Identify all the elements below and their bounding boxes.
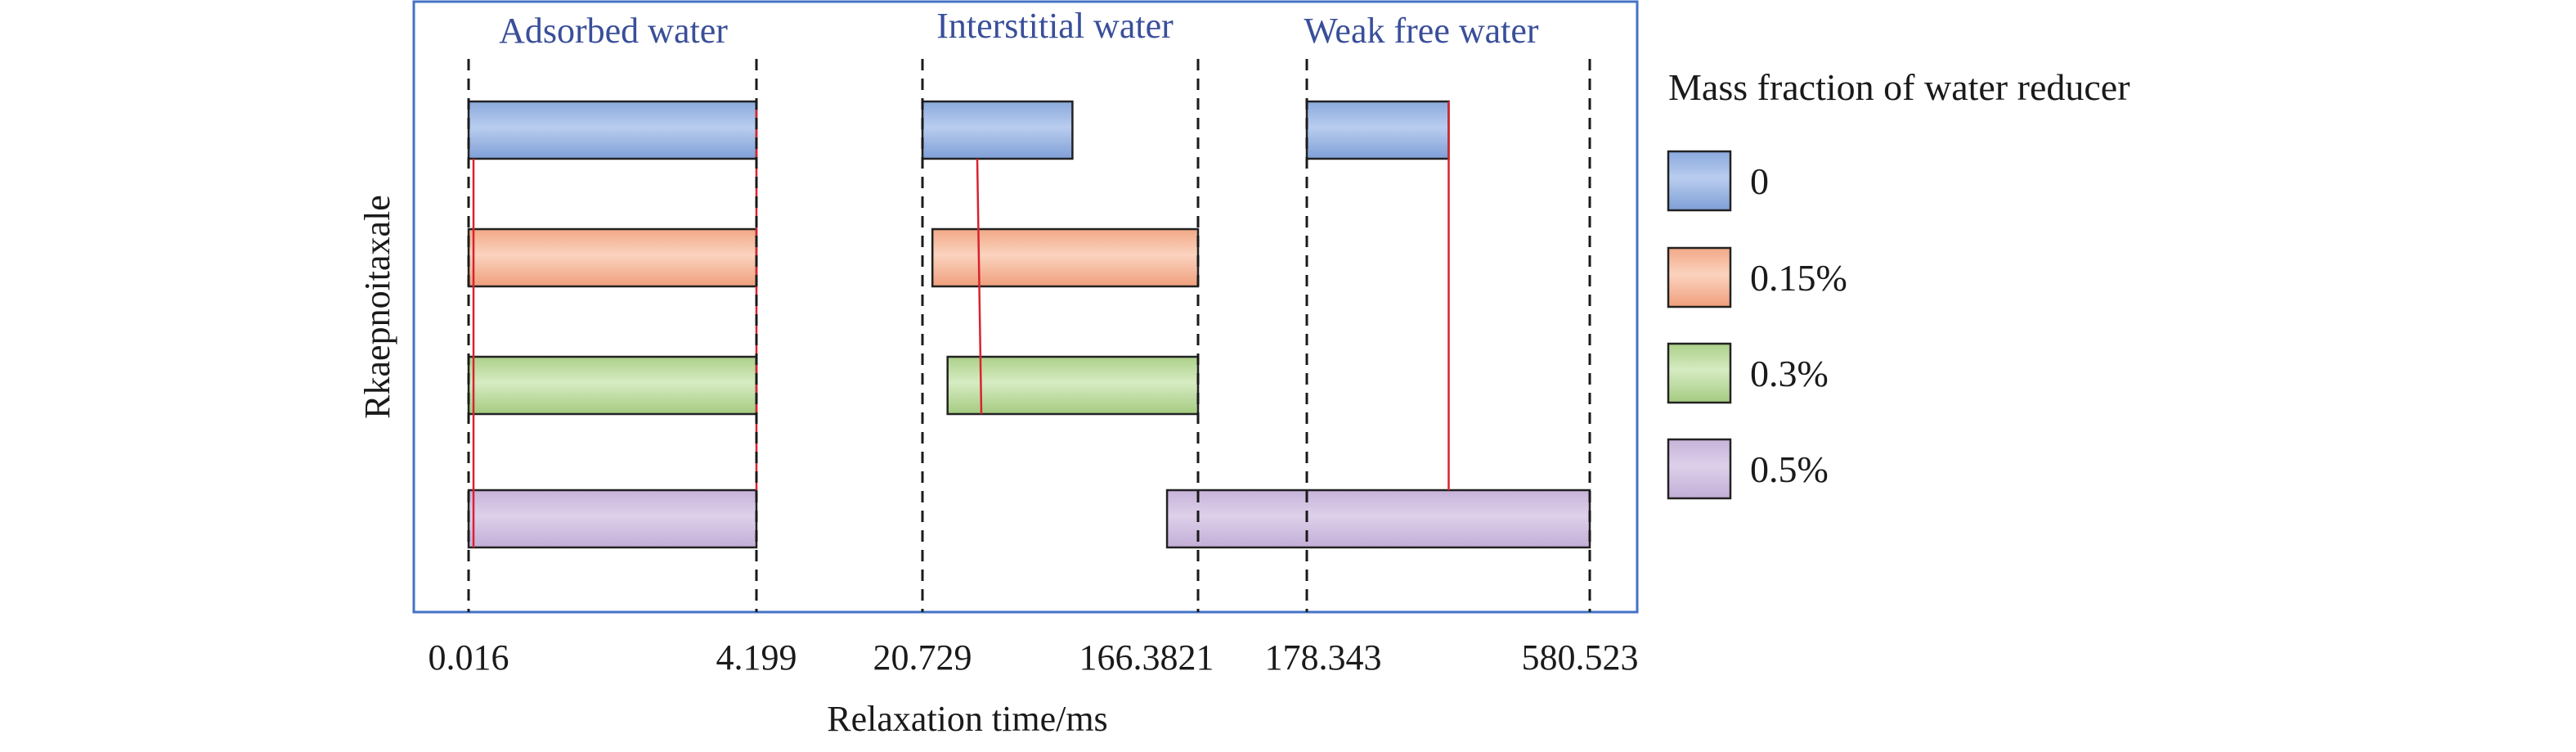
bar-0_5pct-range-1 — [1165, 489, 1591, 549]
boundary-lines-group — [467, 59, 1591, 612]
legend-swatch — [1667, 150, 1732, 212]
bar-0_15pct-range-0 — [467, 227, 758, 288]
x-tick-label: 20.729 — [873, 637, 972, 678]
region-title-weak-free: Weak free water — [1304, 11, 1538, 51]
bar-0_15pct-range-1 — [931, 227, 1200, 288]
peak-lines-group — [472, 101, 1450, 547]
region-title-interstitial: Interstitial water — [936, 6, 1174, 46]
x-tick-label: 0.016 — [429, 637, 509, 678]
peak-line-interstitial-start — [976, 158, 983, 415]
x-tick-label: 4.199 — [716, 637, 797, 678]
legend-swatch — [1667, 246, 1732, 308]
x-axis-label: Relaxation time/ms — [827, 699, 1107, 739]
legend: 0 0.15% 0.3% 0.5% — [1667, 150, 1847, 500]
legend-label: 0.5% — [1750, 448, 1829, 490]
legend-title: Mass fraction of water reducer — [1668, 66, 2130, 108]
x-tick-label: 178.343 — [1265, 637, 1382, 678]
bar-0_5pct-range-0 — [467, 489, 758, 549]
legend-label: 0 — [1750, 160, 1769, 202]
region-title-adsorbed: Adsorbed water — [499, 11, 728, 51]
bar-0-range-1 — [921, 100, 1074, 160]
legend-swatch — [1667, 438, 1732, 500]
x-tick-label: 166.3821 — [1079, 637, 1214, 678]
bar-0_3pct-range-1 — [946, 355, 1200, 416]
bar-0_3pct-range-0 — [467, 355, 758, 416]
y-axis-label: Rkaepnoitaxale — [357, 195, 397, 419]
x-tick-label: 580.523 — [1522, 637, 1639, 678]
bar-0-range-2 — [1305, 100, 1450, 160]
legend-swatch — [1667, 342, 1732, 404]
legend-label: 0.3% — [1750, 353, 1829, 394]
bars-group — [467, 100, 1591, 549]
bar-0-range-0 — [467, 100, 758, 160]
legend-label: 0.15% — [1750, 257, 1847, 299]
plot-frame — [412, 0, 1639, 614]
